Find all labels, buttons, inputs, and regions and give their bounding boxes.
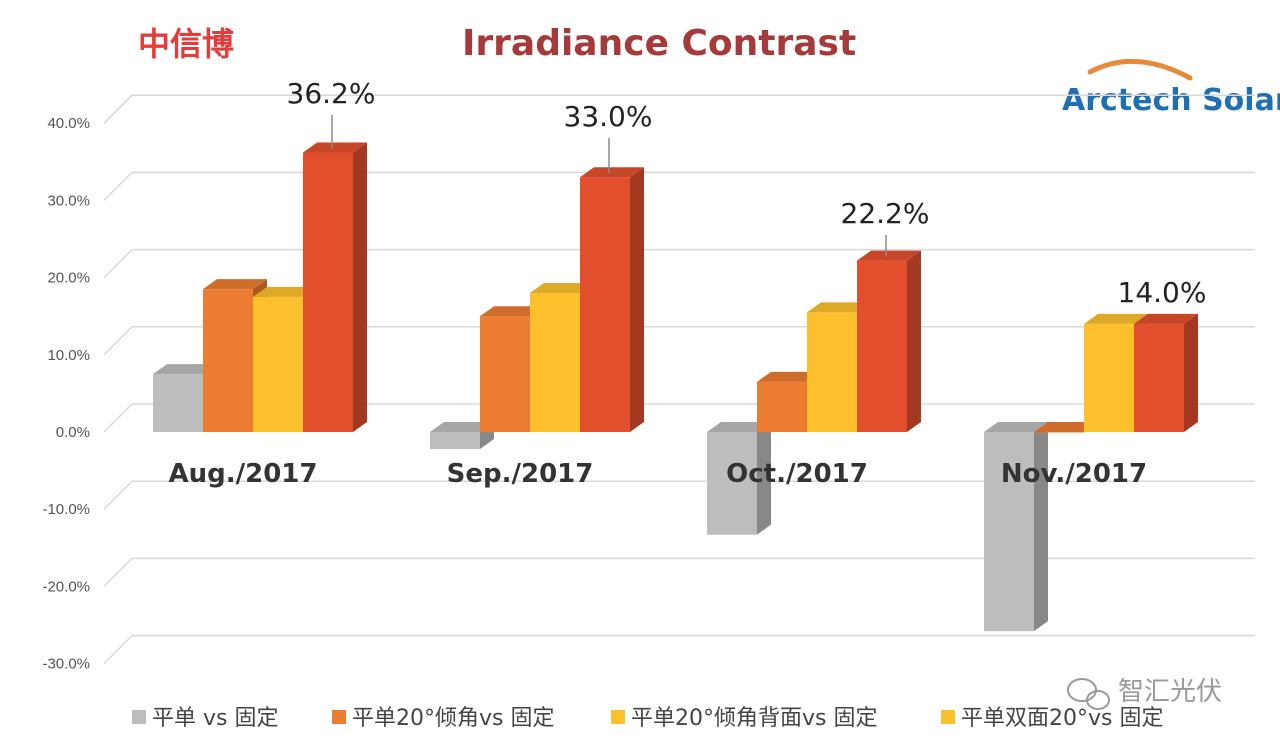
bar-top bbox=[153, 364, 217, 375]
bar-top bbox=[1034, 422, 1098, 432]
grid-diagonal bbox=[103, 635, 133, 665]
bar-front bbox=[430, 432, 480, 449]
bar-front bbox=[857, 260, 907, 432]
bar-top bbox=[857, 250, 921, 261]
bar-top bbox=[1084, 313, 1148, 324]
category-label: Aug./2017 bbox=[169, 459, 318, 489]
grid-diagonal bbox=[103, 94, 133, 124]
bar-side bbox=[907, 250, 921, 432]
bar-5-Nov./2017 bbox=[1134, 313, 1198, 432]
bar-top bbox=[807, 302, 871, 313]
bar-top bbox=[480, 306, 544, 317]
bar-front bbox=[480, 316, 530, 432]
bar-front bbox=[984, 432, 1034, 632]
legend-label: 平单20°倾角背面vs 固定 bbox=[631, 706, 877, 731]
bar-front bbox=[253, 296, 303, 432]
data-label: 14.0% bbox=[1118, 276, 1207, 309]
grid-diagonal bbox=[103, 480, 133, 510]
arctech-logo: Arctech Solar bbox=[1062, 58, 1280, 118]
bar-top bbox=[1134, 313, 1198, 324]
category-label: Sep./2017 bbox=[447, 459, 594, 489]
bar-side bbox=[630, 167, 644, 433]
bar-side bbox=[1034, 422, 1048, 632]
bar-front bbox=[757, 381, 807, 432]
grid-diagonal bbox=[103, 249, 133, 279]
legend-label: 平单双面20°vs 固定 bbox=[961, 706, 1163, 731]
y-tick-label: 30.0% bbox=[47, 192, 90, 209]
bar-front bbox=[1134, 323, 1184, 432]
y-tick-label: 0.0% bbox=[56, 424, 90, 441]
legend-label: 平单20°倾角vs 固定 bbox=[352, 706, 554, 731]
y-tick-label: -10.0% bbox=[42, 501, 90, 518]
legend-label: 平单 vs 固定 bbox=[152, 706, 278, 731]
legend-swatch bbox=[132, 710, 146, 724]
bar-top bbox=[707, 422, 771, 432]
bar-top bbox=[984, 422, 1048, 432]
category-label: Oct./2017 bbox=[726, 459, 868, 489]
bar-top bbox=[580, 167, 644, 178]
y-tick-label: 20.0% bbox=[47, 270, 90, 287]
y-tick-label: 10.0% bbox=[47, 347, 90, 364]
bar-side bbox=[353, 142, 367, 432]
bar-top bbox=[757, 371, 821, 382]
watermark: 智汇光伏 bbox=[1067, 677, 1222, 710]
bar-top bbox=[430, 422, 494, 432]
data-label: 36.2% bbox=[287, 77, 376, 110]
bar-top bbox=[303, 142, 367, 153]
y-tick-label: -30.0% bbox=[42, 656, 90, 673]
legend: 平单 vs 固定 平单20°倾角vs 固定 平单20°倾角背面vs 固定 平单双面20… bbox=[132, 706, 1163, 731]
wechat-icon bbox=[1067, 678, 1110, 710]
data-labels: 36.2% 33.0% 22.2% 14.0% bbox=[287, 77, 1207, 309]
y-axis-ticks: 40.0% 30.0% 20.0% 10.0% 0.0% -10.0% -20.0% -30.… bbox=[42, 115, 90, 672]
bar-front bbox=[530, 293, 580, 432]
grid-diagonal bbox=[103, 403, 133, 433]
legend-swatch bbox=[332, 710, 346, 724]
bar-5-Sep./2017 bbox=[580, 167, 644, 433]
logo-text: Arctech Solar bbox=[1062, 83, 1280, 118]
legend-swatch bbox=[941, 710, 955, 724]
bar-1-Oct./2017 bbox=[707, 422, 771, 535]
brand-name: 中信博 bbox=[138, 25, 234, 63]
watermark-text: 智汇光伏 bbox=[1118, 677, 1222, 707]
data-label: 33.0% bbox=[564, 100, 653, 133]
bar-front bbox=[707, 432, 757, 535]
bar-side bbox=[1184, 313, 1198, 432]
grid-diagonal bbox=[103, 557, 133, 587]
bar-side bbox=[757, 422, 771, 535]
bar-front bbox=[203, 289, 253, 432]
bar-top bbox=[203, 279, 267, 290]
bar-front bbox=[1084, 323, 1134, 432]
bar-front bbox=[807, 312, 857, 432]
y-tick-label: -20.0% bbox=[42, 578, 90, 595]
bar-front bbox=[303, 152, 353, 432]
bar-5-Oct./2017 bbox=[857, 250, 921, 432]
legend-swatch bbox=[611, 710, 625, 724]
grid-diagonal bbox=[103, 171, 133, 201]
chart-title: Irradiance Contrast bbox=[462, 23, 856, 64]
bar-1-Nov./2017 bbox=[984, 422, 1048, 632]
logo-swoosh-icon bbox=[1087, 58, 1193, 81]
bar-front bbox=[1034, 432, 1084, 433]
bars bbox=[153, 142, 1198, 632]
bar-top bbox=[253, 286, 317, 297]
grid-diagonal bbox=[103, 326, 133, 356]
y-tick-label: 40.0% bbox=[47, 115, 90, 132]
category-labels: Aug./2017 Sep./2017 Oct./2017 Nov./2017 bbox=[169, 459, 1148, 489]
bar-top bbox=[530, 283, 594, 294]
bar-5-Aug./2017 bbox=[303, 142, 367, 432]
category-label: Nov./2017 bbox=[1001, 459, 1147, 489]
data-label: 22.2% bbox=[841, 197, 930, 230]
bar-front bbox=[153, 374, 203, 432]
bar-front bbox=[580, 177, 630, 432]
